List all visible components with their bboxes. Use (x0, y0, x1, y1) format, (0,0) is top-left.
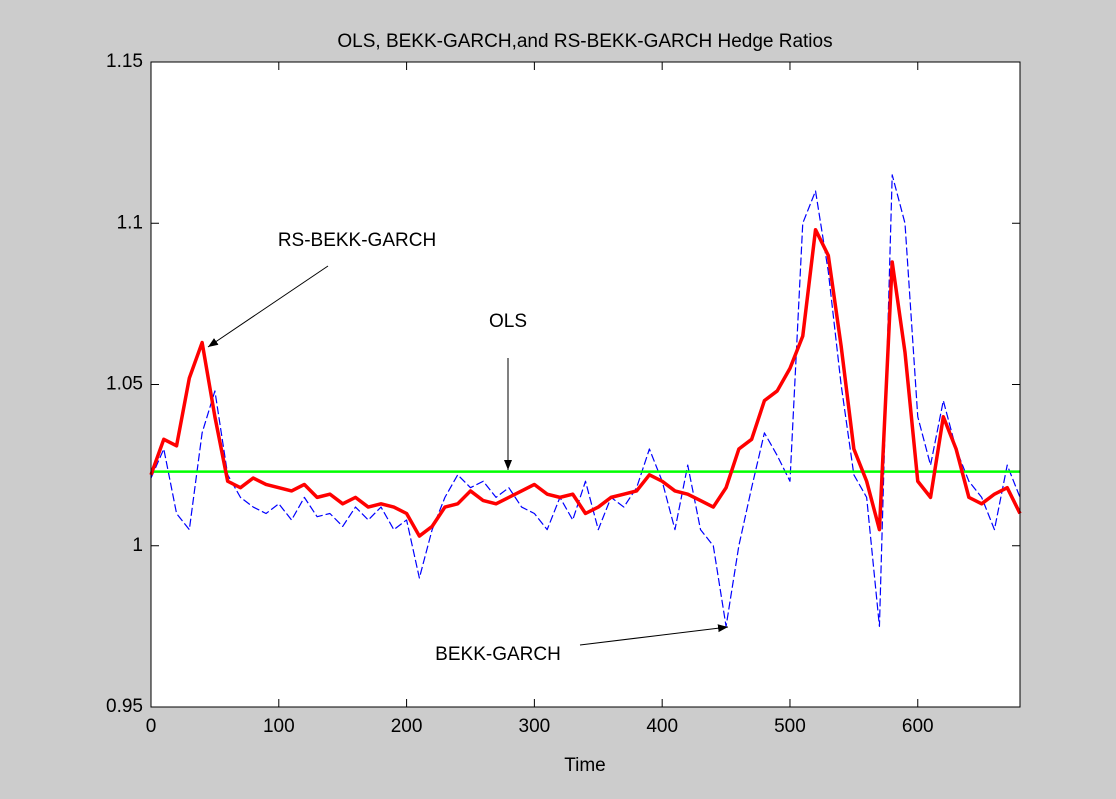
annotation-arrow (579, 624, 729, 646)
y-tick-label: 1.15 (106, 51, 143, 72)
y-tick-label: 0.95 (106, 696, 143, 717)
x-tick-label: 100 (263, 716, 295, 737)
annotation-arrow (207, 265, 329, 348)
annotation: OLS (489, 311, 527, 332)
y-tick-label: 1 (132, 535, 143, 556)
annotation: RS-BEKK-GARCH (278, 230, 436, 251)
y-tick-label: 1.1 (117, 212, 143, 233)
y-tick-label: 1.05 (106, 374, 143, 395)
series-line (149, 227, 1022, 538)
chart-title: OLS, BEKK-GARCH,and RS-BEKK-GARCH Hedge … (337, 31, 832, 52)
x-tick-label: 0 (146, 716, 157, 737)
series-line (150, 174, 1021, 627)
x-axis-label: Time (564, 755, 606, 776)
axes-box (150, 61, 1021, 708)
x-tick-label: 600 (902, 716, 934, 737)
x-tick-label: 500 (774, 716, 806, 737)
x-tick-label: 300 (519, 716, 551, 737)
x-tick-label: 400 (646, 716, 678, 737)
annotation: BEKK-GARCH (435, 644, 561, 665)
plot-area (151, 62, 1020, 707)
x-tick-label: 200 (391, 716, 423, 737)
